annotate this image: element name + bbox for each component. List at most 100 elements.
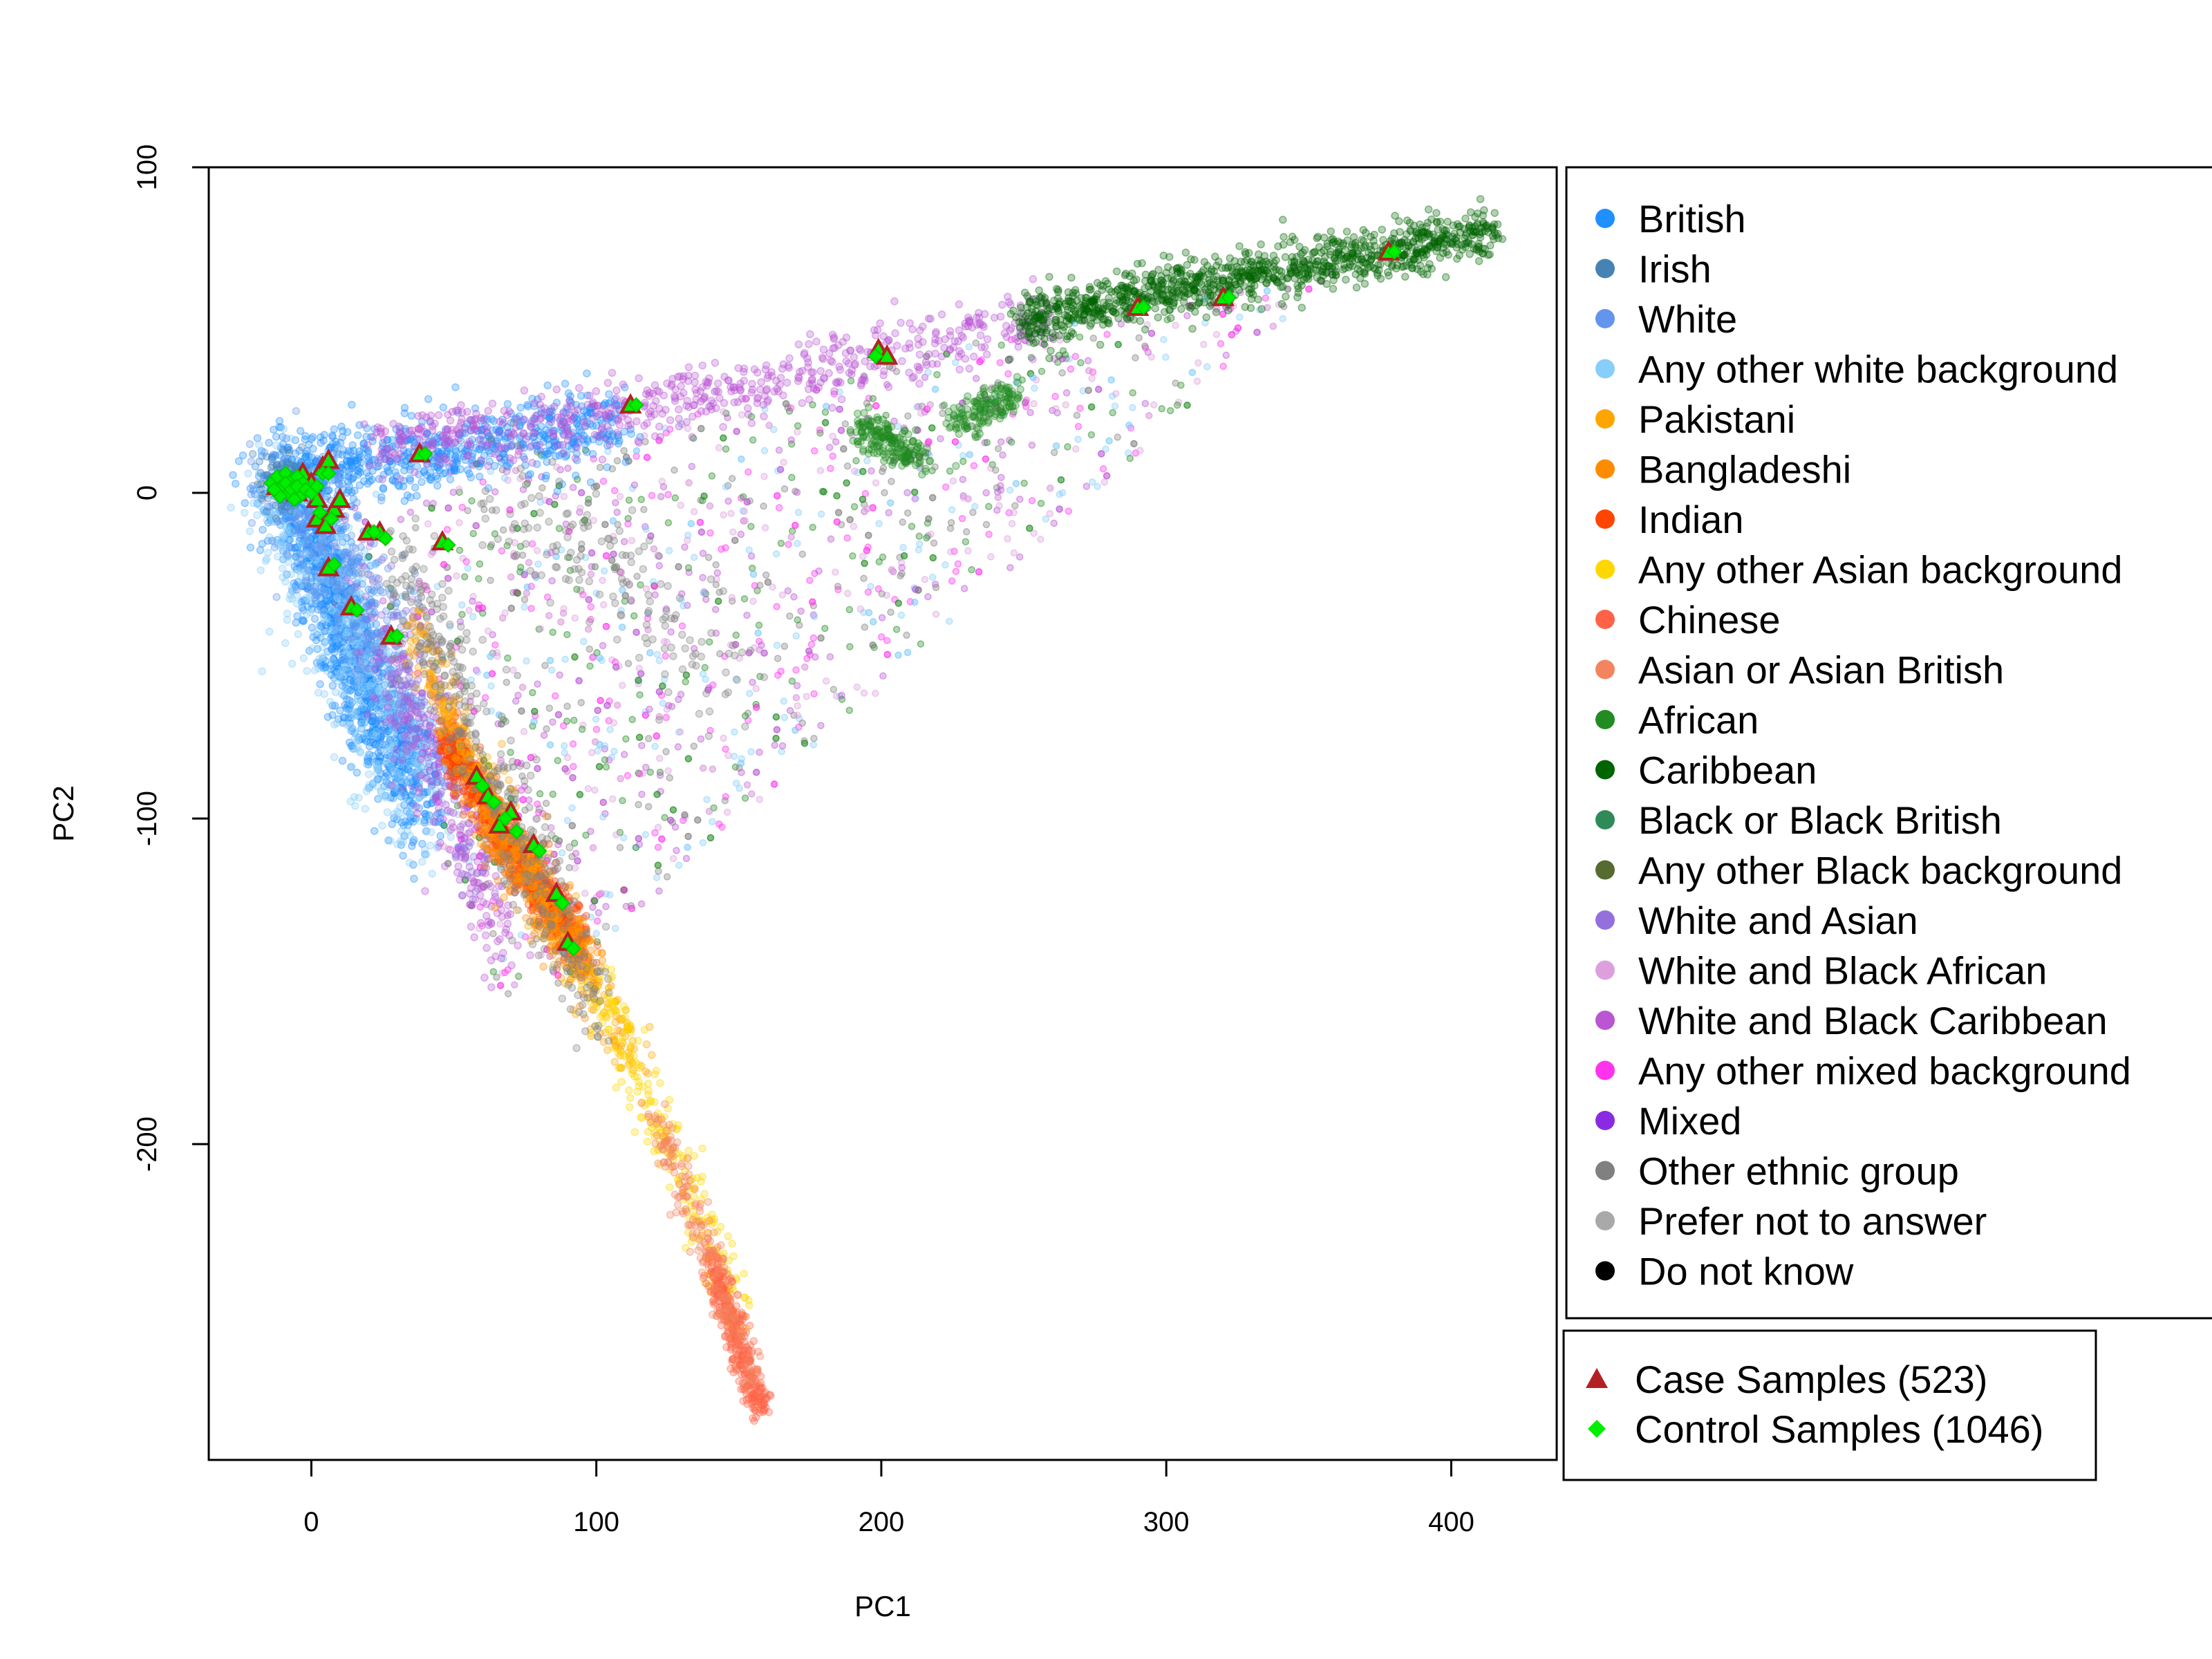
data-point	[229, 471, 237, 479]
data-point	[452, 447, 460, 456]
data-point	[929, 554, 937, 562]
data-point	[320, 431, 328, 439]
data-point	[558, 849, 566, 857]
data-point	[671, 615, 679, 622]
data-point	[664, 767, 672, 775]
data-point	[539, 809, 547, 818]
data-point	[779, 391, 787, 400]
data-point	[347, 531, 356, 540]
data-point	[792, 666, 800, 674]
data-point	[278, 564, 287, 572]
data-point	[556, 915, 565, 923]
data-point	[875, 520, 883, 527]
data-point	[581, 446, 590, 454]
data-point	[605, 756, 613, 764]
data-point	[294, 630, 302, 639]
data-point	[613, 701, 621, 709]
data-point	[545, 612, 553, 619]
data-point	[589, 844, 597, 852]
data-point	[997, 341, 1006, 349]
data-point	[337, 690, 346, 698]
data-point	[346, 579, 354, 587]
data-point	[794, 509, 803, 516]
data-point	[894, 599, 903, 607]
data-point	[328, 656, 337, 665]
data-point	[696, 518, 704, 526]
data-point	[283, 551, 292, 560]
data-point	[554, 711, 563, 719]
data-point	[937, 435, 944, 442]
data-point	[563, 702, 571, 711]
data-point	[651, 742, 659, 751]
data-point	[704, 554, 713, 561]
data-point	[465, 606, 473, 615]
data-point	[265, 628, 274, 636]
data-point	[343, 456, 351, 465]
data-point	[774, 671, 782, 679]
data-point	[806, 577, 814, 584]
data-point	[897, 572, 904, 580]
data-point	[400, 466, 409, 475]
data-point	[791, 521, 799, 529]
data-point	[584, 785, 592, 793]
data-point	[780, 697, 788, 705]
data-point	[624, 520, 632, 528]
data-point	[697, 424, 705, 433]
data-point	[456, 546, 464, 554]
data-point	[810, 734, 818, 742]
data-point	[962, 528, 971, 536]
data-point	[253, 434, 262, 442]
data-point	[355, 747, 364, 756]
data-point	[569, 740, 577, 748]
data-point	[1132, 449, 1140, 457]
data-point	[810, 612, 818, 621]
data-point	[898, 570, 906, 578]
data-point	[887, 608, 894, 617]
data-point	[1038, 368, 1046, 375]
data-point	[1105, 437, 1113, 445]
data-point	[900, 424, 908, 432]
data-point	[617, 775, 624, 782]
data-point	[406, 508, 415, 516]
data-point	[972, 375, 980, 382]
data-point	[488, 506, 496, 514]
data-point	[317, 606, 326, 615]
data-point	[682, 854, 691, 863]
data-point	[903, 631, 910, 639]
data-point	[618, 624, 626, 631]
data-point	[924, 368, 932, 377]
data-point	[846, 643, 854, 650]
data-point	[581, 890, 589, 897]
data-point	[594, 747, 601, 755]
data-point	[1008, 520, 1016, 527]
data-point	[335, 630, 343, 639]
data-point	[964, 495, 972, 503]
data-point	[285, 446, 294, 454]
data-point	[348, 474, 357, 483]
data-point	[410, 874, 418, 883]
data-point	[915, 532, 924, 541]
data-point	[1172, 379, 1179, 387]
data-point	[900, 552, 908, 560]
data-point	[832, 438, 840, 446]
data-point	[697, 528, 706, 536]
data-point	[1004, 535, 1011, 543]
data-point	[315, 625, 324, 634]
data-point	[447, 833, 456, 841]
data-point	[865, 532, 872, 539]
data-point	[684, 832, 692, 841]
data-point	[499, 955, 507, 963]
data-point	[628, 715, 636, 724]
data-point	[361, 805, 370, 813]
data-point	[332, 544, 341, 552]
data-point	[809, 634, 818, 642]
data-point	[724, 497, 732, 505]
data-point	[828, 404, 836, 412]
data-point	[255, 457, 263, 466]
data-point	[350, 711, 358, 720]
data-point	[330, 753, 339, 762]
data-point	[541, 496, 550, 504]
data-point	[764, 579, 772, 586]
data-point	[571, 653, 579, 661]
data-point	[952, 568, 960, 575]
